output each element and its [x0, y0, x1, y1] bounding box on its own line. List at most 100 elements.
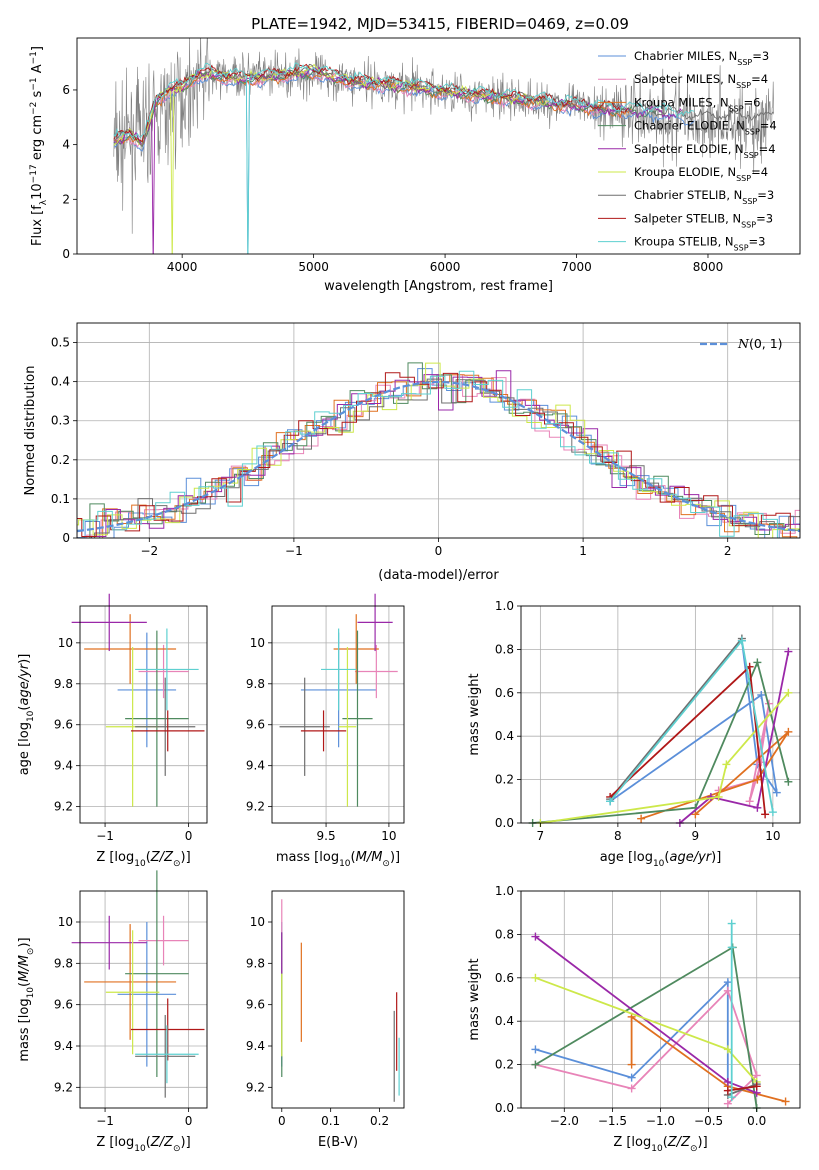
errorbar-point: [354, 644, 398, 699]
errorbar-point: [117, 922, 177, 1067]
label-part: mass [log: [17, 998, 32, 1061]
z_weight-panel: −2.0 −1.5 −1.0 −0.5 0.0 0.0 0.2 0.4 0.6 0.8 1.0 Z […: [467, 884, 801, 1154]
y-tick-label: 10: [58, 636, 73, 650]
label-part: ]: [30, 46, 45, 51]
label-part: Z [log: [96, 1135, 134, 1150]
label-part: SSP: [734, 243, 749, 252]
y-tick-label: 0.0: [495, 1101, 514, 1115]
label-part: ⊙: [690, 1144, 698, 1154]
label-part: λ: [39, 199, 49, 205]
weight-marker: [727, 1093, 736, 1102]
legend-entry: Kroupa MILES, NSSP=6: [634, 95, 760, 113]
label-part: Z/Z: [667, 1135, 691, 1150]
weight-marker: [714, 792, 723, 801]
y-tick-label: 9.6: [54, 998, 73, 1012]
x-tick-label: 0.0: [747, 1114, 766, 1128]
x-tick-label: 0.2: [370, 1114, 389, 1128]
legend-entry: Chabrier MILES, NSSP=3: [634, 49, 769, 67]
weight-marker: [723, 1086, 732, 1095]
histogram-step: [77, 370, 800, 538]
y-axis-label: mass [log10(M/M⊙)]: [17, 937, 36, 1061]
y-tick-label: 9.4: [246, 1039, 265, 1053]
z_weight-plot-area: [531, 919, 790, 1112]
label-part: (: [663, 1135, 668, 1150]
x-tick-label: 2: [724, 544, 732, 558]
x-axis-label: E(B-V): [318, 1135, 358, 1150]
label-part: Chabrier STELIB, N: [634, 188, 742, 202]
weight-marker: [784, 647, 793, 656]
x-tick-label: 10: [381, 829, 396, 843]
y-tick-label: 9.6: [246, 998, 265, 1012]
legend-entry: Kroupa ELODIE, NSSP=4: [634, 165, 768, 183]
weight-marker: [606, 797, 615, 806]
y-tick-label: 9.4: [54, 1039, 73, 1053]
label-part: =4: [751, 165, 768, 179]
label-part: =4: [751, 72, 768, 86]
y-tick-label: 9.6: [54, 718, 73, 732]
axes-frame: [76, 322, 801, 539]
y-tick-label: 1.0: [495, 599, 514, 613]
label-part: Salpeter MILES, N: [634, 72, 736, 86]
weight-marker: [627, 1060, 636, 1069]
x-tick-label: 6000: [430, 260, 461, 274]
weight-line: [727, 1085, 757, 1092]
label-part: age/yr: [17, 662, 32, 705]
label-part: Chabrier ELODIE, N: [634, 119, 745, 133]
weight-marker: [627, 1073, 636, 1082]
label-part: SSP: [742, 197, 757, 206]
weight-marker: [722, 760, 731, 769]
label-part: )]: [181, 1135, 191, 1150]
weight-marker: [727, 919, 736, 928]
errorbar-point: [135, 1025, 199, 1084]
y-axis-label: mass weight: [467, 673, 482, 755]
errorbar-point: [138, 644, 189, 699]
label-part: mass weight: [467, 673, 482, 755]
label-part: E(B-V): [318, 1135, 358, 1150]
normal-curve: [77, 380, 800, 533]
weight-marker: [737, 636, 746, 645]
label-part: )]: [17, 937, 32, 947]
y-tick-label: 9.8: [246, 956, 265, 970]
weight-marker: [531, 1045, 540, 1054]
errorbar-point: [279, 677, 330, 776]
x-axis-label: wavelength [Angstrom, rest frame]: [324, 279, 553, 294]
axes-frame: [79, 890, 208, 1109]
weight-marker: [784, 777, 793, 786]
weight-marker: [727, 943, 736, 952]
label-part: Flux [f: [30, 205, 45, 246]
weight-marker: [761, 810, 770, 819]
label-part: =3: [752, 49, 769, 63]
label-part: (: [664, 850, 669, 865]
label-part: −17: [29, 164, 39, 183]
label-part: )]: [17, 654, 32, 664]
label-part: 10: [653, 859, 665, 869]
weight-marker: [784, 688, 793, 697]
label-part: SSP: [736, 81, 751, 90]
errorbar-point: [71, 915, 147, 970]
x-tick-label: 0: [278, 1114, 286, 1128]
errorbar-point: [105, 930, 160, 1055]
y-tick-label: 0.0: [495, 816, 514, 830]
label-part: =4: [759, 142, 776, 156]
x-tick-label: 8: [614, 829, 622, 843]
weight-marker: [753, 775, 762, 784]
label-part: 10: [134, 1144, 146, 1154]
x-axis-label: mass [log10(M/M⊙)]: [276, 850, 400, 869]
y-axis-label: Normed distribution: [23, 366, 38, 496]
label-part: )]: [698, 1135, 708, 1150]
errorbar-point: [135, 1015, 196, 1098]
figure-title: PLATE=1942, MJD=53415, FIBERID=0469, z=0…: [251, 15, 629, 33]
x-tick-label: 0: [435, 544, 443, 558]
observed-spectrum-line: [113, 38, 774, 234]
label-part: (data-model)/error: [378, 568, 499, 583]
spectrum-panel: 4000 5000 6000 7000 8000 0 2 4 6 wavelength [Angs…: [29, 37, 801, 294]
y-tick-label: 0.4: [51, 375, 70, 389]
label-part: SSP: [729, 104, 744, 113]
label-part: erg cm: [30, 115, 45, 164]
weight-marker: [627, 1084, 636, 1093]
x-tick-label: 9: [692, 829, 700, 843]
y-axis-label: mass weight: [467, 958, 482, 1040]
